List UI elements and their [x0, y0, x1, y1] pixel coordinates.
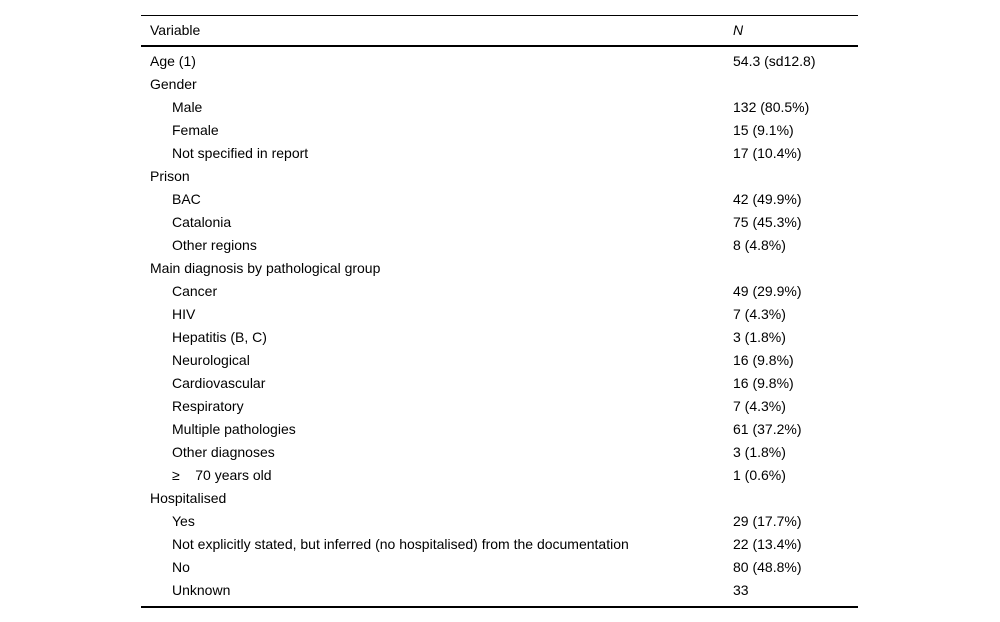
table-row: Other diagnoses 3 (1.8%) [141, 441, 858, 464]
row-label: Main diagnosis by pathological group [150, 260, 381, 276]
column-header-variable: Variable [150, 22, 201, 38]
row-label: Female [172, 122, 219, 138]
row-value: 16 (9.8%) [733, 352, 794, 368]
table-row: Hospitalised [141, 487, 858, 510]
row-value: 17 (10.4%) [733, 145, 802, 161]
table-row: Cardiovascular 16 (9.8%) [141, 372, 858, 395]
row-value: 42 (49.9%) [733, 191, 802, 207]
table-row: Gender [141, 73, 858, 96]
table-header-row: Variable N [141, 16, 858, 47]
table-row: Respiratory 7 (4.3%) [141, 395, 858, 418]
row-label: Neurological [172, 352, 250, 368]
summary-table: Variable N Age (1) 54.3 (sd12.8) Gender Mal… [141, 15, 858, 608]
row-label: Not explicitly stated, but inferred (no … [172, 536, 629, 552]
table-row: Yes 29 (17.7%) [141, 510, 858, 533]
row-label: Not specified in report [172, 145, 309, 161]
row-label: Male [172, 99, 203, 115]
row-label: Hospitalised [150, 490, 227, 506]
table-row: Unknown 33 [141, 579, 858, 602]
table-row: BAC 42 (49.9%) [141, 188, 858, 211]
row-label: BAC [172, 191, 201, 207]
row-label: Prison [150, 168, 190, 184]
row-label: Other regions [172, 237, 257, 253]
row-label: HIV [172, 306, 196, 322]
row-label: Age (1) [150, 53, 196, 69]
row-label: Cardiovascular [172, 375, 266, 391]
row-label: ≥ 70 years old [172, 467, 272, 483]
row-label: Respiratory [172, 398, 244, 414]
table-row: Not specified in report 17 (10.4%) [141, 142, 858, 165]
table-row: Neurological 16 (9.8%) [141, 349, 858, 372]
row-value: 1 (0.6%) [733, 467, 786, 483]
table-row: Prison [141, 165, 858, 188]
row-value: 7 (4.3%) [733, 398, 786, 414]
row-value: 49 (29.9%) [733, 283, 802, 299]
row-value: 16 (9.8%) [733, 375, 794, 391]
table-row: ≥ 70 years old 1 (0.6%) [141, 464, 858, 487]
row-value: 29 (17.7%) [733, 513, 802, 529]
row-value: 61 (37.2%) [733, 421, 802, 437]
table-row: Other regions 8 (4.8%) [141, 234, 858, 257]
row-value: 15 (9.1%) [733, 122, 794, 138]
row-value: 80 (48.8%) [733, 559, 802, 575]
row-label: No [172, 559, 190, 575]
column-header-n: N [733, 22, 744, 38]
table-row: Multiple pathologies 61 (37.2%) [141, 418, 858, 441]
row-label: Yes [172, 513, 195, 529]
table-row: Female 15 (9.1%) [141, 119, 858, 142]
table-row: Age (1) 54.3 (sd12.8) [141, 50, 858, 73]
row-label: Hepatitis (B, C) [172, 329, 267, 345]
row-value: 22 (13.4%) [733, 536, 802, 552]
table-body: Age (1) 54.3 (sd12.8) Gender Male 132 (80.5%… [141, 47, 858, 606]
row-label: Multiple pathologies [172, 421, 296, 437]
row-label: Cancer [172, 283, 218, 299]
table-row: Catalonia 75 (45.3%) [141, 211, 858, 234]
table-row: Main diagnosis by pathological group [141, 257, 858, 280]
table-row: Not explicitly stated, but inferred (no … [141, 533, 858, 556]
row-label: Catalonia [172, 214, 232, 230]
row-value: 54.3 (sd12.8) [733, 53, 816, 69]
row-value: 8 (4.8%) [733, 237, 786, 253]
row-value: 7 (4.3%) [733, 306, 786, 322]
table-row: HIV 7 (4.3%) [141, 303, 858, 326]
table-row: Cancer 49 (29.9%) [141, 280, 858, 303]
table-row: No 80 (48.8%) [141, 556, 858, 579]
row-value: 3 (1.8%) [733, 444, 786, 460]
row-label: Unknown [172, 582, 231, 598]
row-value: 75 (45.3%) [733, 214, 802, 230]
row-label: Other diagnoses [172, 444, 275, 460]
row-value: 132 (80.5%) [733, 99, 810, 115]
row-value: 3 (1.8%) [733, 329, 786, 345]
row-label: Gender [150, 76, 197, 92]
table-row: Hepatitis (B, C) 3 (1.8%) [141, 326, 858, 349]
row-value: 33 [733, 582, 749, 598]
table-row: Male 132 (80.5%) [141, 96, 858, 119]
